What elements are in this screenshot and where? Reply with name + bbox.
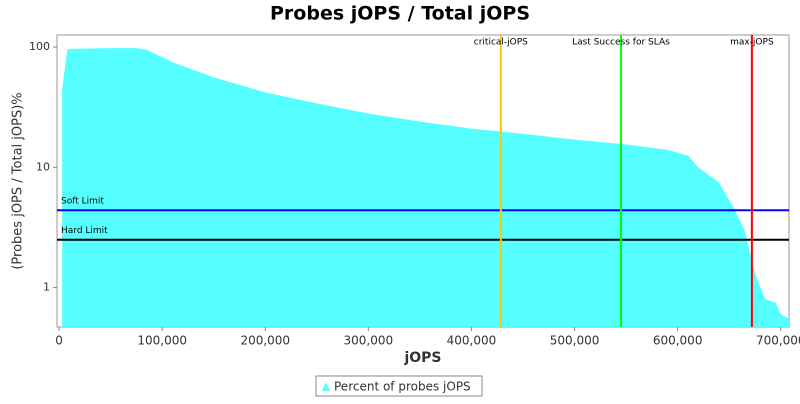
x-tick-label: 100,000 bbox=[137, 334, 187, 348]
x-tick-label: 500,000 bbox=[550, 334, 600, 348]
legend-label: Percent of probes jOPS bbox=[334, 380, 471, 394]
y-tick-label: 1 bbox=[43, 281, 50, 294]
x-tick-label: 0 bbox=[55, 334, 63, 348]
x-tick-label: 600,000 bbox=[653, 334, 703, 348]
x-axis-label: jOPS bbox=[403, 350, 441, 366]
x-tick-label: 700,000 bbox=[756, 334, 800, 348]
legend-box bbox=[315, 375, 483, 397]
marker-label: max-jOPS bbox=[730, 38, 774, 48]
chart-title: Probes jOPS / Total jOPS bbox=[270, 3, 530, 25]
x-tick-label: 300,000 bbox=[344, 334, 394, 348]
x-tick-label: 400,000 bbox=[447, 334, 497, 348]
y-axis-label: (Probes jOPS / Total jOPS)% bbox=[11, 92, 26, 269]
y-tick-label: 100 bbox=[29, 40, 50, 53]
marker-label: critical-jOPS bbox=[474, 38, 528, 48]
limit-label: Hard Limit bbox=[61, 226, 108, 236]
x-tick-label: 200,000 bbox=[240, 334, 290, 348]
area bbox=[62, 48, 790, 327]
legend-swatch bbox=[322, 382, 330, 391]
limit-label: Soft Limit bbox=[61, 197, 104, 207]
y-tick-label: 10 bbox=[36, 160, 50, 173]
marker-label: Last Success for SLAs bbox=[572, 38, 670, 48]
